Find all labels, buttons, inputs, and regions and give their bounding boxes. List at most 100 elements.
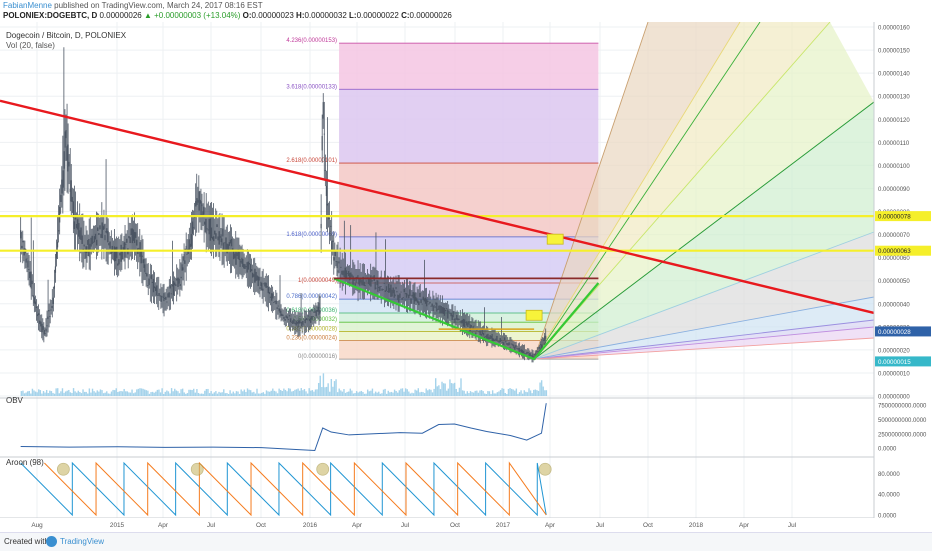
price-tick-label: 0.00000040 xyxy=(878,302,910,308)
fibonacci-extension: 4.236(0.00000153) 3.618(0.00000133) 2.618(… xyxy=(286,38,599,360)
candle-body xyxy=(20,230,22,239)
volume-bar xyxy=(341,391,344,396)
candle-body xyxy=(253,274,255,277)
gann-fan xyxy=(533,22,875,360)
candle-body xyxy=(414,292,416,302)
volume-bar xyxy=(324,387,326,396)
candle-body xyxy=(437,308,439,311)
time-tick-label: Jul xyxy=(596,522,604,529)
candle-body xyxy=(341,270,343,275)
fan-ray xyxy=(534,326,875,360)
candle-body xyxy=(353,279,355,281)
volume-bar xyxy=(131,389,133,396)
volume-bar xyxy=(349,388,351,396)
volume-bar xyxy=(455,388,457,396)
volume-bar xyxy=(42,391,45,396)
candle-body xyxy=(216,224,218,228)
volume-bar xyxy=(287,388,290,396)
candle-body xyxy=(544,336,546,342)
volume-bar xyxy=(414,389,416,396)
volume-bar xyxy=(169,393,171,396)
candle-body xyxy=(239,259,241,267)
volume-bar xyxy=(461,390,464,396)
candle-body xyxy=(296,322,298,324)
candle-body xyxy=(183,254,185,261)
candle-body xyxy=(323,133,325,135)
volume-bar xyxy=(458,387,461,396)
candle-body xyxy=(242,258,244,267)
axis-background xyxy=(874,22,932,518)
candle-body xyxy=(161,295,163,297)
candle-body xyxy=(455,318,457,320)
candle-body xyxy=(71,196,73,202)
volume-bar xyxy=(265,390,268,396)
candle-body xyxy=(497,341,499,342)
candle-body xyxy=(128,236,130,239)
candle-body xyxy=(206,228,208,230)
candle-body xyxy=(422,296,425,301)
candle-body xyxy=(432,305,434,312)
volume-bar xyxy=(392,392,394,396)
candle-body xyxy=(364,285,367,287)
candle-body xyxy=(396,291,398,293)
candle-body xyxy=(276,307,278,309)
volume-bar xyxy=(109,393,111,396)
candle-body xyxy=(397,294,399,301)
candle-body xyxy=(510,343,512,345)
candle-body xyxy=(509,346,511,348)
volume-bar xyxy=(121,391,124,396)
candle-body xyxy=(103,224,105,230)
price-tick-label: 0.00000050 xyxy=(878,279,910,285)
candle-body xyxy=(499,338,501,342)
candle-body xyxy=(313,311,315,313)
chart-canvas[interactable]: 4.236(0.00000153) 3.618(0.00000133) 2.618(… xyxy=(0,22,932,532)
candle-body xyxy=(402,297,404,298)
candle-body xyxy=(333,257,335,261)
volume-bar xyxy=(77,390,79,396)
price-tick-label: 0.00000160 xyxy=(878,26,910,32)
price-badge xyxy=(875,245,931,256)
volume-bar xyxy=(370,390,372,396)
volume-bar xyxy=(319,375,321,396)
candle-body xyxy=(330,225,332,227)
candle-body xyxy=(35,306,38,309)
author-link[interactable]: FabianMenne xyxy=(3,1,52,10)
volume-bar xyxy=(218,391,220,396)
volume-bar xyxy=(30,393,32,396)
volume-bar xyxy=(178,393,181,396)
volume-bar xyxy=(544,390,546,396)
candle-body xyxy=(537,351,539,353)
volume-bar xyxy=(66,390,68,396)
volume-bar xyxy=(246,388,249,396)
candle-body xyxy=(388,283,390,293)
candle-body xyxy=(392,287,394,294)
volume-bar xyxy=(144,389,146,396)
candle-body xyxy=(522,351,525,354)
candle-body xyxy=(197,199,199,203)
volume-bar xyxy=(340,390,342,396)
volume-bar xyxy=(276,393,279,396)
tradingview-link[interactable]: TradingView xyxy=(60,537,105,546)
fan-ray xyxy=(533,101,875,360)
candle-body xyxy=(468,321,470,325)
candle-body xyxy=(150,274,152,280)
candle-body xyxy=(369,278,371,286)
candle-body xyxy=(89,243,91,250)
price-badge xyxy=(875,356,931,367)
candle-body xyxy=(531,355,533,359)
volume-bar xyxy=(64,391,67,396)
volume-bar xyxy=(275,391,277,396)
candle-body xyxy=(98,233,100,235)
aroon-highlight-circle xyxy=(56,462,70,476)
candle-body xyxy=(140,249,142,264)
candle-body xyxy=(346,273,349,275)
volume-bar xyxy=(34,391,37,396)
volume-bar xyxy=(28,390,30,396)
candle-body xyxy=(325,185,328,197)
volume-bar xyxy=(403,391,405,396)
candle-body xyxy=(41,323,43,333)
volume-bar xyxy=(332,386,334,396)
time-axis: Aug 2015 Apr Jul Oct 2016 Apr Jul Oct 2017 Apr Jul O… xyxy=(0,518,932,532)
volume-bar xyxy=(471,392,473,396)
volume-bar xyxy=(390,391,393,396)
